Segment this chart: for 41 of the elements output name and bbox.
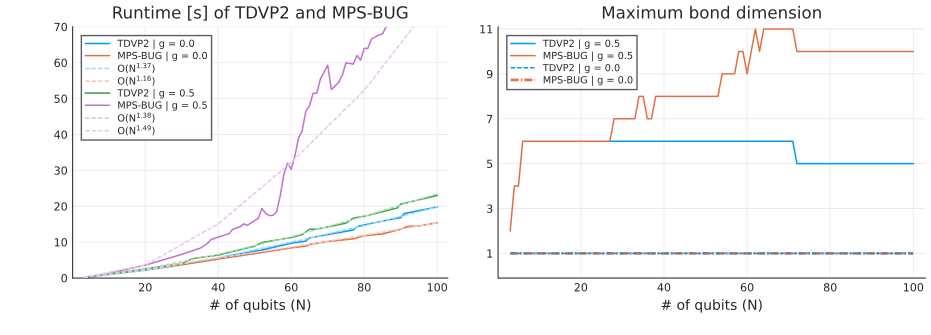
chart-title: Runtime [s] of TDVP2 and MPS-BUG [113, 6, 408, 21]
legend-label: O(N$^{1.16}$) [118, 76, 155, 86]
legend-label: TDVP2 | g = 0.5 [542, 39, 620, 50]
x-axis-title: # of qubits (N) [210, 299, 310, 313]
x-tick-label: 20 [574, 283, 588, 292]
x-tick-label: 40 [657, 283, 670, 292]
y-tick-label: 60 [54, 58, 68, 68]
line-series [509, 28, 914, 232]
y-tick-label: 40 [54, 130, 68, 139]
legend-label: TDVP2 | g = 0.0 [117, 39, 194, 50]
legend-label: TDVP2 | g = 0.0 [542, 64, 620, 74]
y-tick-label: 11 [480, 25, 492, 34]
legend-label: O(N$^{1.38}$) [118, 112, 155, 123]
x-tick-label: 80 [358, 283, 371, 292]
x-tick-label: 20 [139, 283, 152, 292]
legend-label: MPS-BUG | g = 0.0 [544, 76, 632, 86]
y-tick-label: 1 [487, 249, 492, 258]
y-tick-label: 7 [487, 114, 492, 123]
legend-label: O(N$^{1.49}$) [118, 125, 155, 136]
legend-label: TDVP2 | g = 0.5 [117, 89, 194, 99]
y-tick-label: 9 [486, 70, 492, 78]
x-tick-label: 100 [904, 283, 924, 292]
x-tick-label: 60 [740, 283, 754, 292]
x-tick-label: 100 [428, 283, 448, 292]
x-tick-label: 80 [824, 283, 837, 292]
y-tick-label: 3 [487, 204, 492, 213]
y-tick-label: 5 [487, 160, 492, 168]
legend-label: MPS-BUG | g = 0.0 [118, 52, 208, 62]
legend-label: MPS-BUG | g = 0.5 [118, 101, 207, 111]
x-tick-label: 40 [212, 283, 225, 292]
y-tick-label: 20 [54, 202, 68, 211]
y-tick-label: 30 [54, 166, 68, 175]
legend-label: O(N$^{1.37}$) [118, 63, 155, 74]
y-tick-label: 50 [54, 94, 68, 103]
y-tick-label: 70 [54, 22, 68, 32]
y-tick-label: 0 [61, 274, 68, 282]
legend-label: MPS-BUG | g = 0.5 [544, 52, 632, 62]
y-tick-label: 10 [54, 238, 68, 247]
x-tick-label: 60 [284, 283, 298, 292]
chart-title: Maximum bond dimension [602, 6, 821, 19]
x-axis-title: # of qubits (N) [662, 299, 762, 313]
